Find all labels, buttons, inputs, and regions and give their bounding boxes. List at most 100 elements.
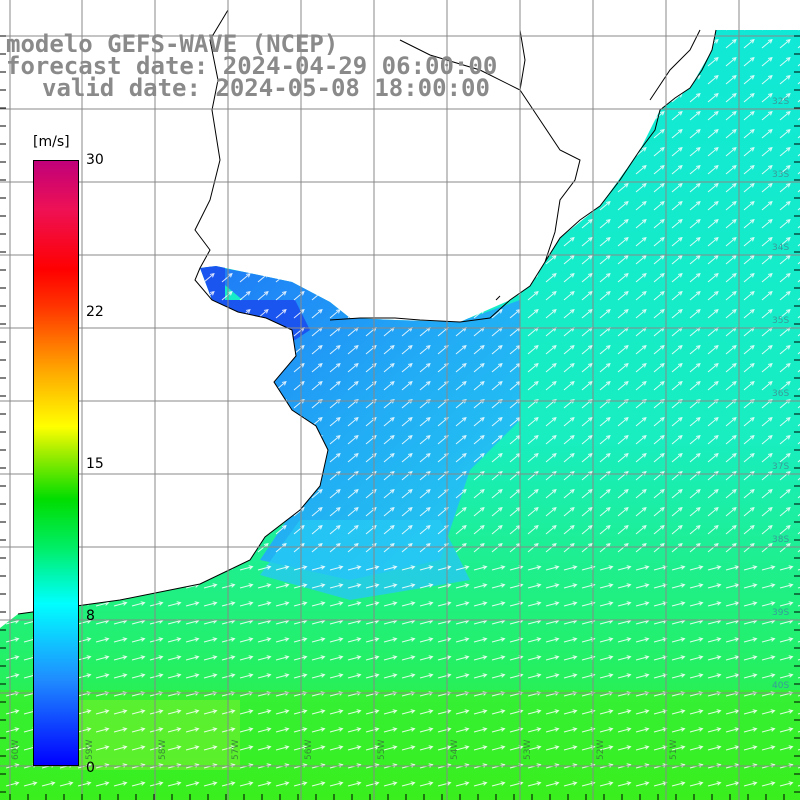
wind-arrow: [437, 272, 449, 283]
wind-arrow: [293, 110, 305, 121]
wind-arrow: [779, 272, 791, 283]
wind-arrow: [563, 362, 575, 373]
wind-arrow: [527, 655, 542, 661]
wind-arrow: [707, 200, 719, 211]
wind-arrow: [185, 781, 200, 787]
wind-arrow: [437, 727, 452, 733]
wind-arrow: [707, 254, 719, 265]
wind-arrow: [491, 452, 503, 463]
wind-arrow: [707, 434, 719, 445]
wind-arrow: [563, 30, 575, 31]
wind-arrow: [635, 164, 647, 175]
wind-arrow: [527, 524, 539, 535]
wind-arrow: [257, 488, 269, 499]
wind-arrow: [509, 92, 521, 103]
wind-arrow: [581, 416, 593, 427]
wind-arrow: [329, 673, 344, 679]
wind-arrow: [437, 182, 449, 193]
wind-arrow: [473, 506, 485, 517]
wind-arrow: [257, 542, 269, 553]
wind-arrow: [581, 218, 593, 229]
wind-arrow: [401, 110, 413, 121]
wind-arrow: [239, 565, 254, 571]
wind-arrow: [455, 655, 470, 661]
wind-arrow: [185, 380, 197, 391]
wind-arrow: [347, 182, 359, 193]
wind-arrow: [455, 146, 467, 157]
wind-arrow: [77, 272, 89, 283]
wind-arrow: [5, 470, 17, 481]
wind-arrow: [221, 326, 233, 337]
wind-arrow: [95, 655, 110, 661]
wind-arrow: [311, 218, 323, 229]
wind-arrow: [761, 218, 773, 229]
wind-arrow: [635, 601, 650, 607]
wind-arrow: [185, 344, 197, 355]
wind-arrow: [653, 434, 665, 445]
wind-arrow: [599, 506, 611, 517]
wind-arrow: [671, 290, 683, 301]
wind-arrow: [635, 146, 647, 157]
wind-arrow: [275, 452, 287, 463]
wind-arrow: [707, 745, 722, 751]
wind-arrow: [347, 601, 362, 607]
wind-arrow: [473, 583, 488, 589]
wind-arrow: [671, 637, 686, 643]
wind-arrow: [203, 583, 218, 589]
wind-arrow: [617, 416, 629, 427]
wind-arrow: [653, 164, 665, 175]
wind-arrow: [455, 583, 470, 589]
wind-arrow: [185, 362, 197, 373]
wind-arrow: [725, 506, 737, 517]
wind-arrow: [5, 146, 17, 157]
wind-arrow: [329, 128, 341, 139]
wind-arrow: [455, 380, 467, 391]
wind-arrow: [419, 182, 431, 193]
wind-arrow: [707, 565, 722, 571]
wind-arrow: [239, 254, 251, 265]
wind-arrow: [257, 254, 269, 265]
wind-arrow: [221, 110, 233, 121]
wind-arrow: [419, 218, 431, 229]
wind-arrow: [77, 236, 89, 247]
wind-arrow: [383, 200, 395, 211]
wind-arrow: [707, 92, 719, 103]
wind-arrow: [95, 344, 107, 355]
wind-arrow: [329, 709, 344, 715]
wind-arrow: [545, 673, 560, 679]
wind-arrow: [347, 38, 359, 49]
wind-arrow: [455, 601, 470, 607]
wind-arrow: [239, 200, 251, 211]
wind-arrow: [401, 637, 416, 643]
wind-arrow: [473, 254, 485, 265]
wind-arrow: [239, 727, 254, 733]
wind-arrow: [599, 583, 614, 589]
wind-arrow: [131, 110, 143, 121]
wind-arrow: [221, 236, 233, 247]
wind-arrow: [113, 380, 125, 391]
wind-arrow: [5, 583, 20, 589]
wind-arrow: [491, 488, 503, 499]
wind-arrow: [581, 380, 593, 391]
wind-arrow: [257, 30, 269, 31]
wind-arrow: [617, 74, 629, 85]
wind-arrow: [653, 583, 668, 589]
wind-arrow: [383, 308, 395, 319]
wind-arrow: [761, 164, 773, 175]
wind-arrow: [365, 673, 380, 679]
wind-arrow: [419, 30, 431, 31]
wind-arrow: [329, 524, 341, 535]
wind-arrow: [77, 673, 92, 679]
wind-arrow: [761, 488, 773, 499]
wind-arrow: [473, 38, 485, 49]
wind-arrow: [617, 452, 629, 463]
wind-arrow: [293, 583, 308, 589]
wind-arrow: [761, 583, 776, 589]
wind-arrow: [131, 308, 143, 319]
wind-arrow: [563, 655, 578, 661]
wind-arrow: [725, 272, 737, 283]
wind-arrow: [131, 601, 146, 607]
wind-arrow: [311, 344, 323, 355]
wind-arrow: [275, 655, 290, 661]
